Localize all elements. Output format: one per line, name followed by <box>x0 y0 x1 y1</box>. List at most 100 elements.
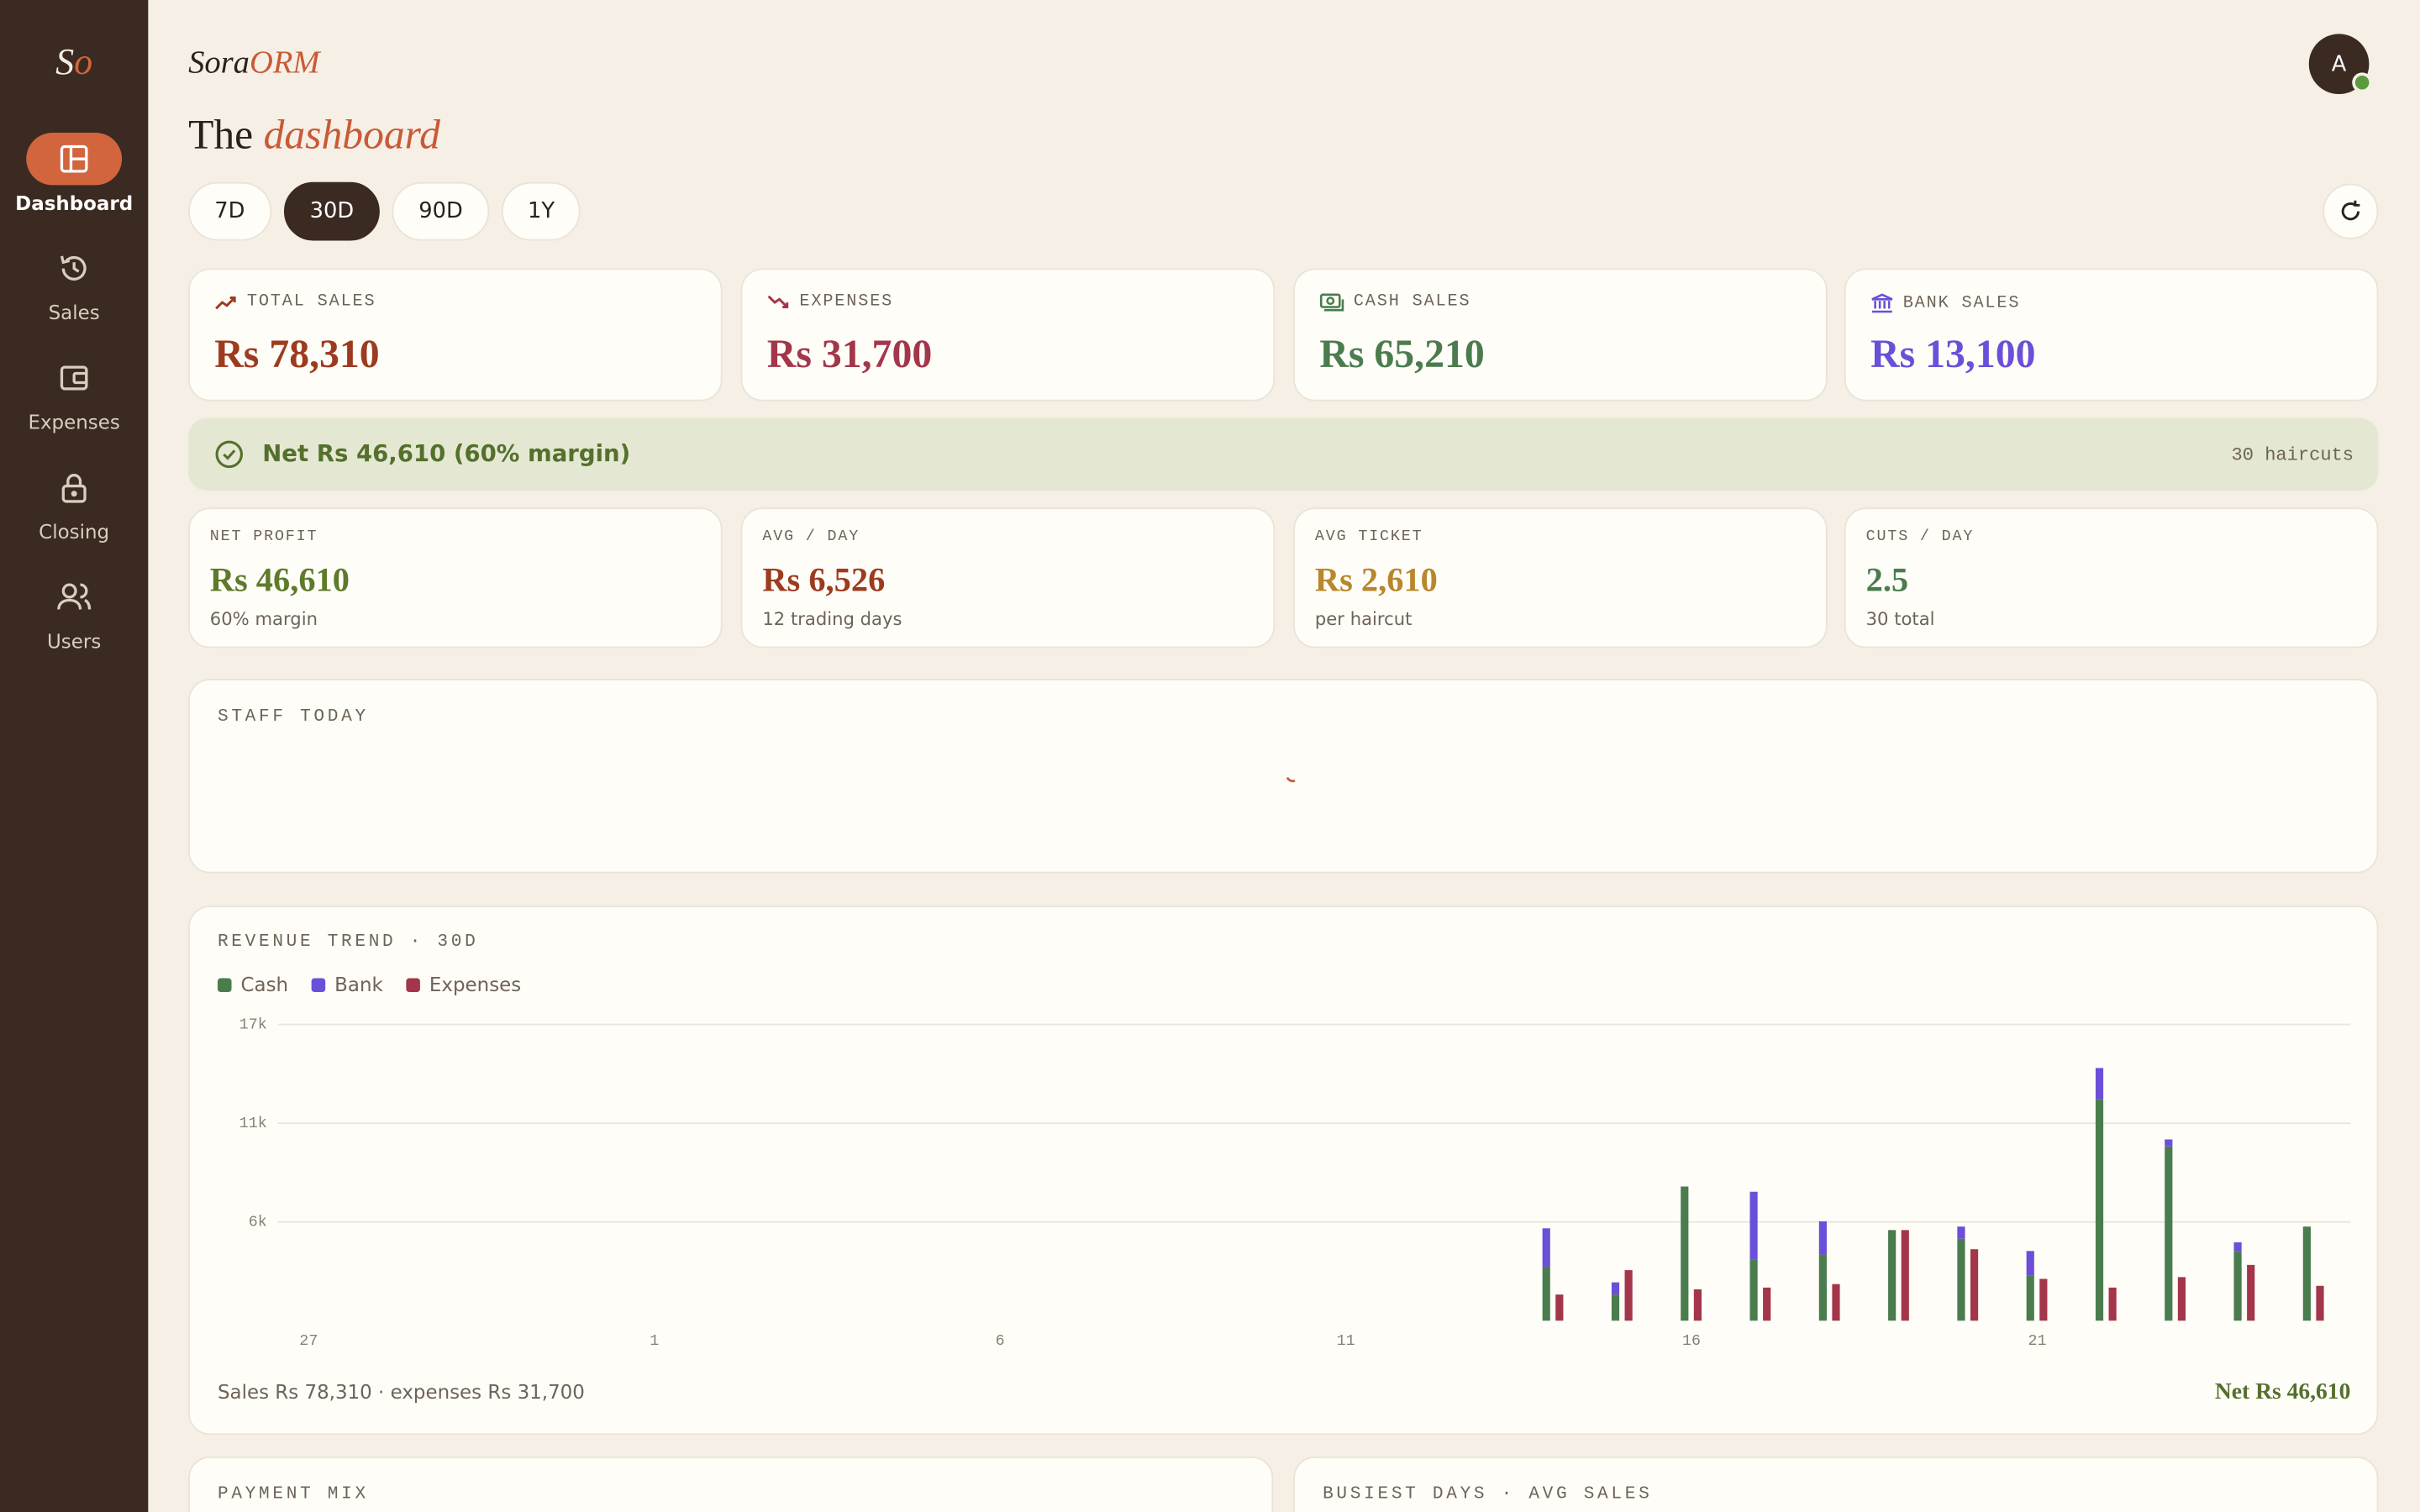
nav-item[interactable]: Expenses <box>0 352 148 461</box>
chart-footer: Sales Rs 78,310 · expenses Rs 31,700 <box>218 1382 585 1404</box>
bar-segment <box>2026 1275 2034 1321</box>
bar-segment <box>2233 1242 2242 1252</box>
kpi-value: Rs 31,700 <box>766 331 933 377</box>
refresh-button[interactable] <box>2323 183 2379 239</box>
section-title: STAFF TODAY <box>217 706 369 727</box>
stat-sub: 12 trading days <box>762 607 902 630</box>
payment-card: PAYMENT MIX <box>188 1456 1274 1512</box>
bar <box>2247 1264 2255 1321</box>
range-tabs: 7D 30D 90D 1Y <box>188 181 581 241</box>
x-tick-label: 21 <box>2028 1332 2046 1350</box>
nav-label: Closing <box>39 519 110 543</box>
nav-label: Users <box>46 629 102 653</box>
bar-segment <box>2095 1068 2104 1100</box>
bar <box>1832 1284 1840 1321</box>
section-title: PAYMENT MIX <box>217 1483 369 1504</box>
range-tab[interactable]: 7D <box>188 181 271 241</box>
nav-label: Sales <box>48 301 100 324</box>
kpi-card: CASH SALES Rs 65,210 <box>1293 268 1828 402</box>
chart-card: REVENUE TREND · 30D Cash Bank Expenses 6k 11… <box>188 906 2379 1436</box>
staff-card: STAFF TODAY <box>188 679 2379 874</box>
heading: The dashboard <box>188 111 440 159</box>
nav-item[interactable]: Users <box>0 571 148 680</box>
bar <box>1901 1230 1909 1321</box>
range-tab[interactable]: 1Y <box>501 181 581 241</box>
bar-segment <box>1542 1228 1550 1267</box>
y-tick-label: 11k <box>239 1115 267 1132</box>
brand-second: ORM <box>249 43 320 81</box>
bar-segment <box>2095 1099 2104 1321</box>
legend-swatch <box>217 978 232 993</box>
bar-segment <box>1749 1259 1758 1321</box>
nav-label: Expenses <box>28 410 120 434</box>
bar-segment <box>1749 1191 1758 1260</box>
y-tick-label: 6k <box>249 1214 267 1231</box>
avatar[interactable]: A <box>2308 34 2373 95</box>
x-tick-label: 11 <box>1337 1332 1355 1350</box>
bar-segment <box>2165 1146 2173 1321</box>
x-tick-label: 1 <box>650 1332 659 1350</box>
x-tick-label: 16 <box>1682 1332 1701 1350</box>
bar-segment <box>1611 1282 1620 1295</box>
nav-label: Dashboard <box>15 191 134 215</box>
bar-segment <box>1957 1226 1965 1239</box>
bar <box>2177 1277 2186 1321</box>
logo-first: S <box>55 43 75 84</box>
x-tick-label: 27 <box>299 1332 318 1350</box>
range-tab[interactable]: 30D <box>283 181 381 241</box>
kpi-label: BANK SALES <box>1902 293 2021 312</box>
busiest-card: BUSIEST DAYS · AVG SALES <box>1293 1456 2379 1512</box>
bar-segment <box>1542 1266 1550 1321</box>
stat-value: 2.5 <box>1865 559 1909 599</box>
stat-card: NET PROFIT Rs 46,610 60% margin <box>188 507 723 648</box>
kpi-label: CASH SALES <box>1353 292 1471 312</box>
bar <box>1763 1287 1771 1321</box>
bar <box>1555 1294 1564 1321</box>
stat-label: AVG / DAY <box>762 529 860 547</box>
brand: SoraORM <box>188 43 319 81</box>
bar <box>1624 1270 1633 1321</box>
kpi-label: TOTAL SALES <box>246 292 376 312</box>
logo[interactable]: So <box>0 43 148 85</box>
bar <box>2316 1285 2324 1321</box>
bar <box>1693 1289 1702 1321</box>
nav-item[interactable]: Dashboard <box>0 132 148 242</box>
bar-segment <box>1681 1186 1689 1321</box>
bar-segment <box>2302 1226 2311 1321</box>
stat-card: AVG TICKET Rs 2,610 per haircut <box>1293 507 1828 648</box>
stat-card: CUTS / DAY 2.5 30 total <box>1844 507 2379 648</box>
legend-label: Expenses <box>429 974 521 996</box>
stat-card: AVG / DAY Rs 6,526 12 trading days <box>740 507 1276 648</box>
nav: Dashboard Sales Expenses Closing Users <box>0 132 148 680</box>
nav-item[interactable]: Sales <box>0 242 148 351</box>
logo-second: o <box>74 43 93 84</box>
nav-item[interactable]: Closing <box>0 461 148 570</box>
kpi-value: Rs 78,310 <box>214 331 380 377</box>
bar-segment <box>2165 1139 2173 1147</box>
bar-segment <box>2233 1251 2242 1321</box>
spinner <box>1286 776 1296 783</box>
net-banner: Net Rs 46,610 (60% margin) 30 haircuts <box>188 417 2379 491</box>
kpi-card: EXPENSES Rs 31,700 <box>740 268 1276 402</box>
stat-label: NET PROFIT <box>209 529 318 547</box>
bar-segment <box>1818 1221 1827 1255</box>
range-tab[interactable]: 90D <box>392 181 490 241</box>
bar-segment <box>1888 1230 1897 1321</box>
brand-first: Sora <box>188 43 250 81</box>
stat-value: Rs 46,610 <box>209 559 350 599</box>
stat-label: AVG TICKET <box>1314 529 1423 547</box>
bar-segment <box>1957 1238 1965 1321</box>
legend-label: Bank <box>334 974 383 996</box>
y-tick-label: 17k <box>239 1016 267 1033</box>
bar <box>2108 1287 2117 1321</box>
legend-swatch <box>311 978 326 993</box>
stat-sub: 60% margin <box>209 607 318 630</box>
stat-sub: per haircut <box>1314 607 1413 630</box>
banner-text: Net Rs 46,610 (60% margin) <box>262 439 631 468</box>
stat-value: Rs 2,610 <box>1314 559 1438 599</box>
bar-segment <box>1818 1254 1827 1321</box>
kpi-label: EXPENSES <box>799 292 894 312</box>
bar <box>1970 1249 1979 1321</box>
kpi-value: Rs 65,210 <box>1319 331 1485 377</box>
